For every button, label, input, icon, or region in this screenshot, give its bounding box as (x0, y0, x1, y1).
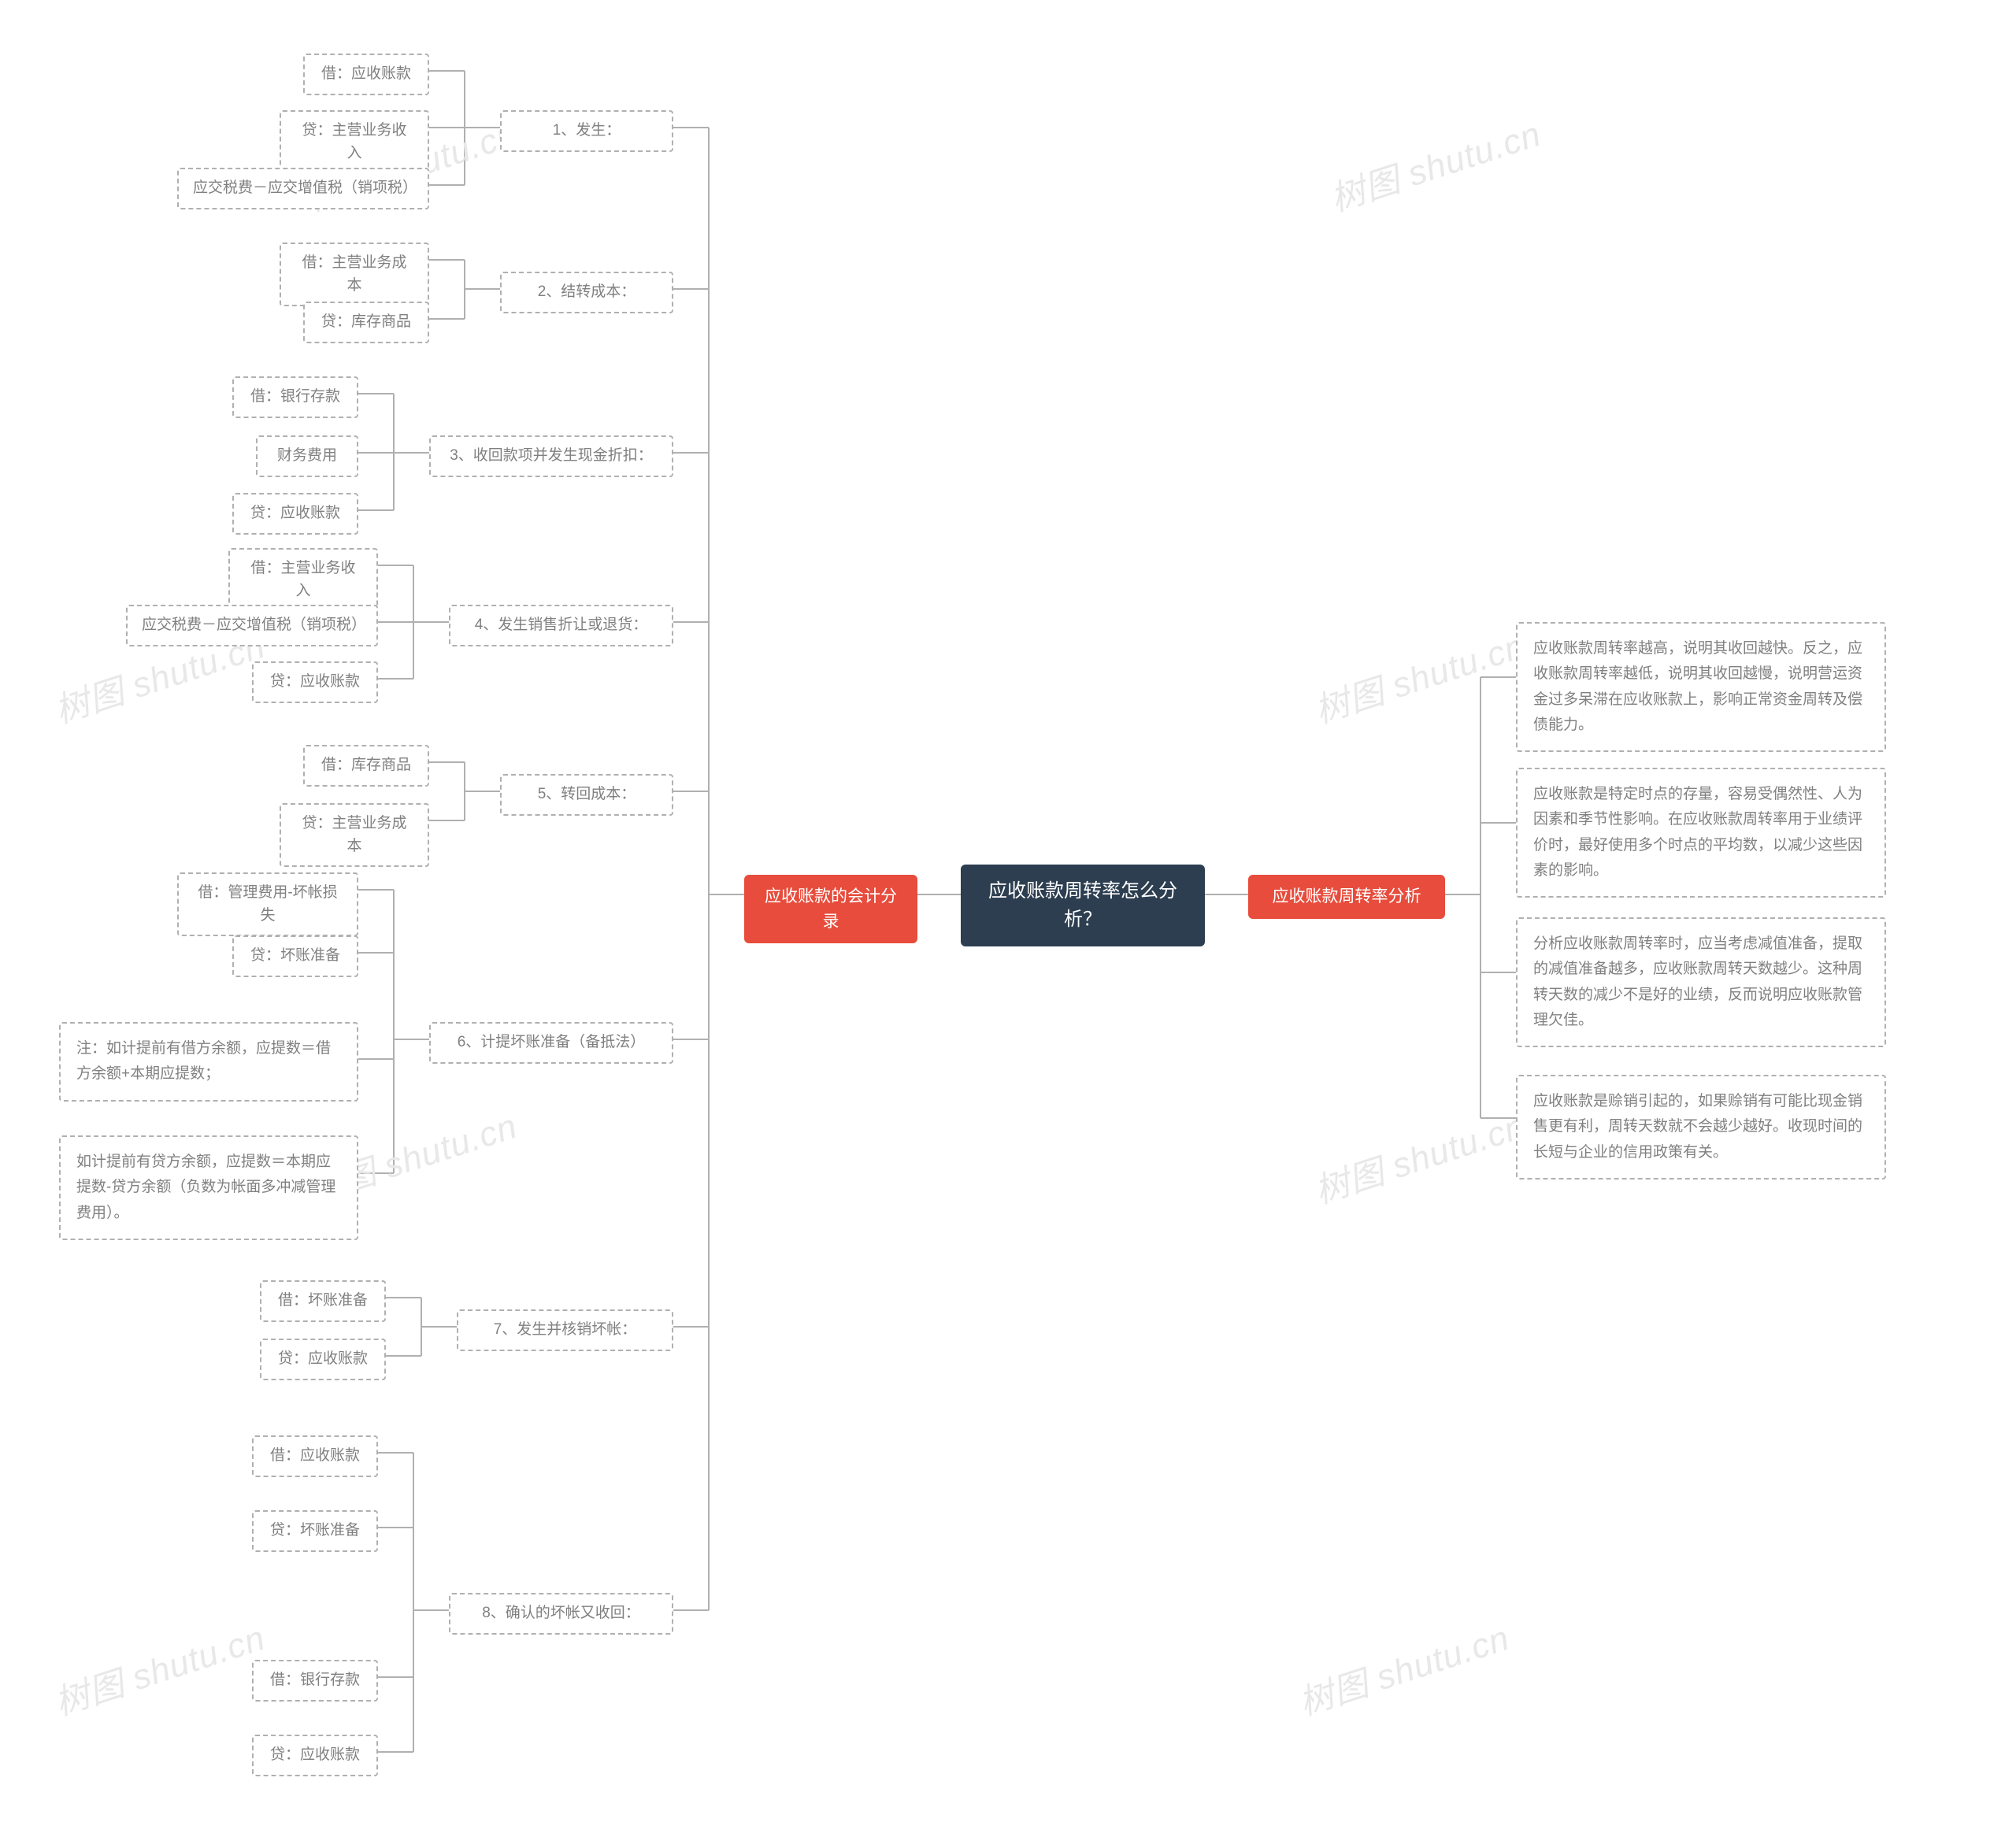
group-text: 6、计提坏账准备（备抵法） (458, 1031, 646, 1054)
leaf-text: 借：管理费用-坏帐损失 (193, 882, 343, 927)
group-label[interactable]: 3、收回款项并发生现金折扣： (429, 435, 673, 477)
group-text: 7、发生并核销坏帐： (494, 1319, 637, 1342)
leaf-node[interactable]: 借：银行存款 (232, 376, 358, 418)
leaf-node[interactable]: 贷：应收账款 (260, 1339, 386, 1380)
right-text: 应收账款是赊销引起的，如果赊销有可能比现金销售更有利，周转天数就不会越少越好。收… (1533, 1093, 1862, 1161)
leaf-node[interactable]: 财务费用 (256, 435, 358, 477)
leaf-node[interactable]: 贷：主营业务成本 (280, 803, 429, 867)
leaf-text: 应交税费－应交增值税（销项税） (142, 614, 362, 637)
group-text: 8、确认的坏帐又收回： (482, 1602, 640, 1625)
leaf-node[interactable]: 应交税费－应交增值税（销项税） (177, 168, 429, 209)
right-text: 应收账款周转率越高，说明其收回越快。反之，应收账款周转率越低，说明其收回越慢，说… (1533, 640, 1862, 733)
mindmap-canvas: 树图 shutu.cn 树图 shutu.cn 树图 shutu.cn 树图 s… (0, 0, 2016, 1848)
right-text: 应收账款是特定时点的存量，容易受偶然性、人为因素和季节性影响。在应收账款周转率用… (1533, 786, 1862, 879)
watermark: 树图 shutu.cn (47, 1609, 271, 1725)
left-branch-node[interactable]: 应收账款的会计分录 (744, 875, 917, 943)
root-node[interactable]: 应收账款周转率怎么分析？ (961, 865, 1205, 946)
leaf-node[interactable]: 应交税费－应交增值税（销项税） (126, 605, 378, 646)
leaf-text: 借：主营业务收入 (244, 557, 362, 602)
leaf-text: 贷：主营业务收入 (295, 120, 413, 165)
group-text: 2、结转成本： (538, 281, 636, 304)
leaf-node[interactable]: 借：应收账款 (303, 54, 429, 95)
leaf-text: 贷：应收账款 (278, 1348, 368, 1371)
group-label[interactable]: 7、发生并核销坏帐： (457, 1309, 673, 1351)
leaf-text: 借：应收账款 (270, 1445, 360, 1468)
right-paragraph[interactable]: 应收账款是赊销引起的，如果赊销有可能比现金销售更有利，周转天数就不会越少越好。收… (1516, 1075, 1886, 1180)
leaf-text: 注：如计提前有借方余额，应提数＝借方余额+本期应提数； (76, 1040, 331, 1082)
leaf-text: 贷：坏账准备 (250, 945, 340, 968)
leaf-node[interactable]: 借：主营业务收入 (228, 548, 378, 612)
leaf-text: 借：银行存款 (250, 386, 340, 409)
group-label[interactable]: 1、发生： (500, 110, 673, 152)
leaf-node[interactable]: 借：主营业务成本 (280, 243, 429, 306)
leaf-node[interactable]: 贷：应收账款 (232, 493, 358, 535)
group-text: 4、发生销售折让或退货： (475, 614, 648, 637)
group-text: 1、发生： (553, 120, 621, 143)
group-label[interactable]: 8、确认的坏帐又收回： (449, 1593, 673, 1635)
leaf-node[interactable]: 贷：应收账款 (252, 1735, 378, 1776)
group-text: 3、收回款项并发生现金折扣： (450, 445, 653, 468)
leaf-node[interactable]: 注：如计提前有借方余额，应提数＝借方余额+本期应提数； (59, 1022, 358, 1102)
leaf-text: 贷：主营业务成本 (295, 813, 413, 857)
leaf-text: 贷：应收账款 (270, 1744, 360, 1767)
group-label[interactable]: 2、结转成本： (500, 272, 673, 313)
leaf-node[interactable]: 贷：坏账准备 (252, 1510, 378, 1552)
leaf-text: 应交税费－应交增值税（销项税） (193, 177, 413, 200)
watermark: 树图 shutu.cn (1292, 1609, 1515, 1725)
leaf-text: 贷：库存商品 (321, 311, 411, 334)
leaf-node[interactable]: 如计提前有贷方余额，应提数＝本期应提数-贷方余额（负数为帐面多冲减管理费用）。 (59, 1135, 358, 1240)
leaf-text: 借：应收账款 (321, 63, 411, 86)
right-paragraph[interactable]: 分析应收账款周转率时，应当考虑减值准备，提取的减值准备越多，应收账款周转天数越少… (1516, 917, 1886, 1047)
leaf-text: 财务费用 (277, 445, 337, 468)
leaf-node[interactable]: 借：坏账准备 (260, 1280, 386, 1322)
leaf-node[interactable]: 贷：主营业务收入 (280, 110, 429, 174)
right-branch-node[interactable]: 应收账款周转率分析 (1248, 875, 1445, 919)
leaf-text: 如计提前有贷方余额，应提数＝本期应提数-贷方余额（负数为帐面多冲减管理费用）。 (76, 1154, 335, 1221)
group-label[interactable]: 6、计提坏账准备（备抵法） (429, 1022, 673, 1064)
leaf-text: 借：库存商品 (321, 754, 411, 777)
leaf-text: 借：坏账准备 (278, 1290, 368, 1313)
leaf-text: 贷：应收账款 (270, 671, 360, 694)
group-label[interactable]: 4、发生销售折让或退货： (449, 605, 673, 646)
leaf-text: 贷：坏账准备 (270, 1520, 360, 1542)
right-paragraph[interactable]: 应收账款周转率越高，说明其收回越快。反之，应收账款周转率越低，说明其收回越慢，说… (1516, 622, 1886, 752)
leaf-node[interactable]: 借：银行存款 (252, 1660, 378, 1702)
right-text: 分析应收账款周转率时，应当考虑减值准备，提取的减值准备越多，应收账款周转天数越少… (1533, 935, 1862, 1028)
leaf-node[interactable]: 贷：库存商品 (303, 302, 429, 343)
right-branch-label: 应收账款周转率分析 (1273, 884, 1421, 909)
group-label[interactable]: 5、转回成本： (500, 774, 673, 816)
watermark: 树图 shutu.cn (1307, 1098, 1531, 1213)
right-paragraph[interactable]: 应收账款是特定时点的存量，容易受偶然性、人为因素和季节性影响。在应收账款周转率用… (1516, 768, 1886, 898)
watermark: 树图 shutu.cn (1307, 617, 1531, 733)
leaf-node[interactable]: 借：库存商品 (303, 745, 429, 787)
watermark: 树图 shutu.cn (1323, 106, 1547, 221)
leaf-node[interactable]: 贷：坏账准备 (232, 935, 358, 977)
leaf-text: 借：主营业务成本 (295, 252, 413, 297)
left-branch-label: 应收账款的会计分录 (758, 884, 903, 934)
leaf-node[interactable]: 借：应收账款 (252, 1435, 378, 1477)
leaf-node[interactable]: 借：管理费用-坏帐损失 (177, 872, 358, 936)
root-label: 应收账款周转率怎么分析？ (978, 877, 1188, 934)
leaf-node[interactable]: 贷：应收账款 (252, 661, 378, 703)
group-text: 5、转回成本： (538, 783, 636, 806)
leaf-text: 贷：应收账款 (250, 502, 340, 525)
leaf-text: 借：银行存款 (270, 1669, 360, 1692)
